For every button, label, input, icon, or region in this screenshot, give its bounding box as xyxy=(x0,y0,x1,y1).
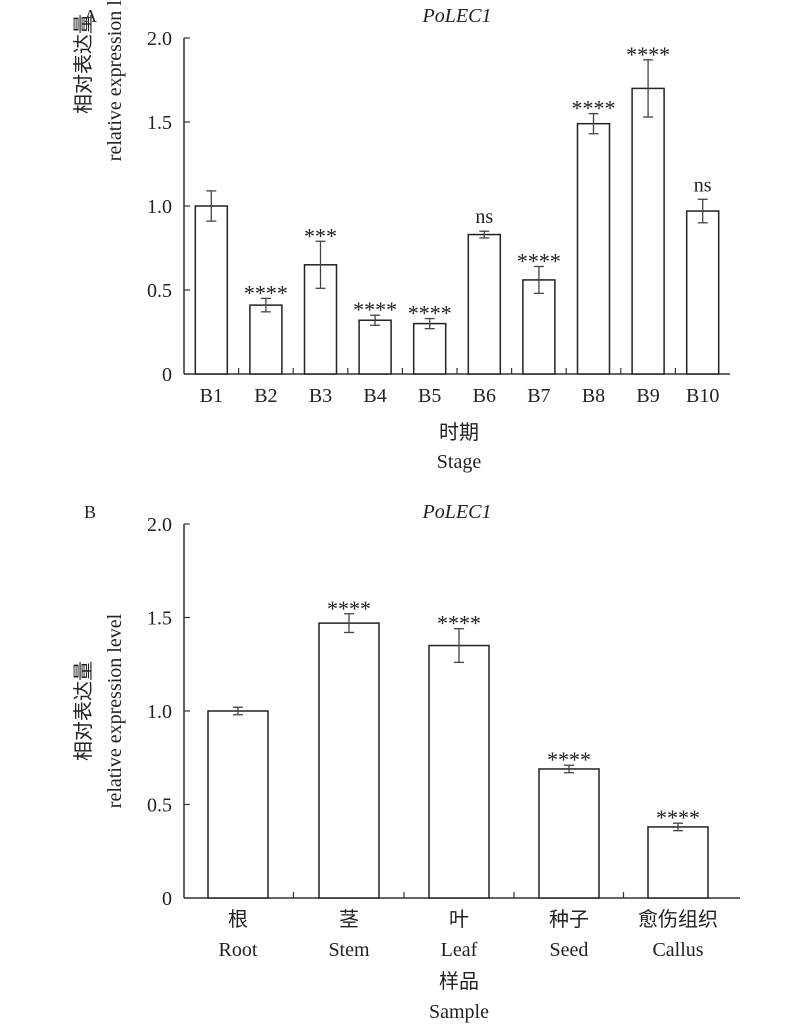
y-tick-label: 0 xyxy=(162,364,172,386)
x-tick-label-cn: 种子 xyxy=(549,908,589,931)
y-axis-label-cn: 相对表达量 xyxy=(72,661,95,761)
y-axis-label: relative expression level xyxy=(104,0,126,161)
x-tick-label: B10 xyxy=(686,385,719,407)
bar-6 xyxy=(522,279,556,375)
y-tick-label: 1.0 xyxy=(147,701,172,723)
significance-label: ns xyxy=(475,206,493,228)
significance-label: **** xyxy=(656,805,700,830)
y-tick-label: 2.0 xyxy=(147,514,172,536)
bar-3 xyxy=(538,768,600,899)
x-axis-label: Stage xyxy=(437,451,482,473)
significance-label: **** xyxy=(437,611,481,636)
significance-label: **** xyxy=(408,301,452,326)
significance-label: **** xyxy=(547,747,591,772)
y-tick-label: 1.5 xyxy=(147,608,172,630)
bar-0 xyxy=(194,205,229,375)
bar-3 xyxy=(358,319,392,375)
bar-7 xyxy=(576,122,611,375)
panel-label: B xyxy=(84,502,96,522)
x-tick-label: B7 xyxy=(527,385,550,407)
bar-2 xyxy=(428,644,490,899)
y-tick-label: 0.5 xyxy=(147,795,172,817)
x-tick-label: Callus xyxy=(652,939,703,961)
x-tick-label: B6 xyxy=(473,385,496,407)
y-tick-label: 0 xyxy=(162,888,172,910)
y-axis-label-cn: 相对表达量 xyxy=(72,14,95,114)
bar-1 xyxy=(249,304,283,375)
chart-title: PoLEC1 xyxy=(422,501,492,523)
x-tick-label: Seed xyxy=(550,939,589,961)
y-tick-label: 2.0 xyxy=(147,28,172,50)
x-tick-label-cn: 愈伤组织 xyxy=(638,908,718,931)
x-tick-label: B5 xyxy=(418,385,441,407)
x-tick-label: B3 xyxy=(309,385,332,407)
y-axis-label: relative expression level xyxy=(104,613,126,808)
x-tick-label: B9 xyxy=(636,385,659,407)
significance-label: **** xyxy=(517,248,561,273)
x-tick-label-cn: 叶 xyxy=(449,908,469,931)
chart-title: PoLEC1 xyxy=(422,5,492,27)
significance-label: **** xyxy=(327,596,371,621)
significance-label: **** xyxy=(626,42,670,67)
bar-0 xyxy=(207,710,269,899)
significance-label: ns xyxy=(694,174,712,196)
x-tick-label: Root xyxy=(219,939,258,961)
significance-label: **** xyxy=(244,280,288,305)
bar-4 xyxy=(647,826,709,899)
x-axis-label: Sample xyxy=(429,1001,489,1023)
x-tick-label: B4 xyxy=(363,385,386,407)
significance-label: **** xyxy=(572,96,616,121)
x-tick-label: Stem xyxy=(328,939,370,961)
bar-8 xyxy=(631,87,665,375)
panel-label: A xyxy=(84,6,97,26)
y-tick-label: 1.5 xyxy=(147,112,172,134)
y-tick-label: 0.5 xyxy=(147,280,172,302)
significance-label: **** xyxy=(353,297,397,322)
bar-5 xyxy=(467,233,502,375)
x-tick-label: Leaf xyxy=(441,939,478,961)
x-tick-label: B1 xyxy=(200,385,223,407)
bar-4 xyxy=(412,322,447,375)
x-axis-label-cn: 时期 xyxy=(439,421,479,444)
bar-1 xyxy=(318,622,380,899)
x-tick-label: B2 xyxy=(254,385,277,407)
y-tick-label: 1.0 xyxy=(147,196,172,218)
x-tick-label-cn: 根 xyxy=(228,908,248,931)
x-axis-label-cn: 样品 xyxy=(439,970,479,993)
x-tick-label: B8 xyxy=(582,385,605,407)
x-tick-label-cn: 茎 xyxy=(339,908,359,931)
significance-label: *** xyxy=(304,223,337,248)
bar-9 xyxy=(685,210,720,375)
